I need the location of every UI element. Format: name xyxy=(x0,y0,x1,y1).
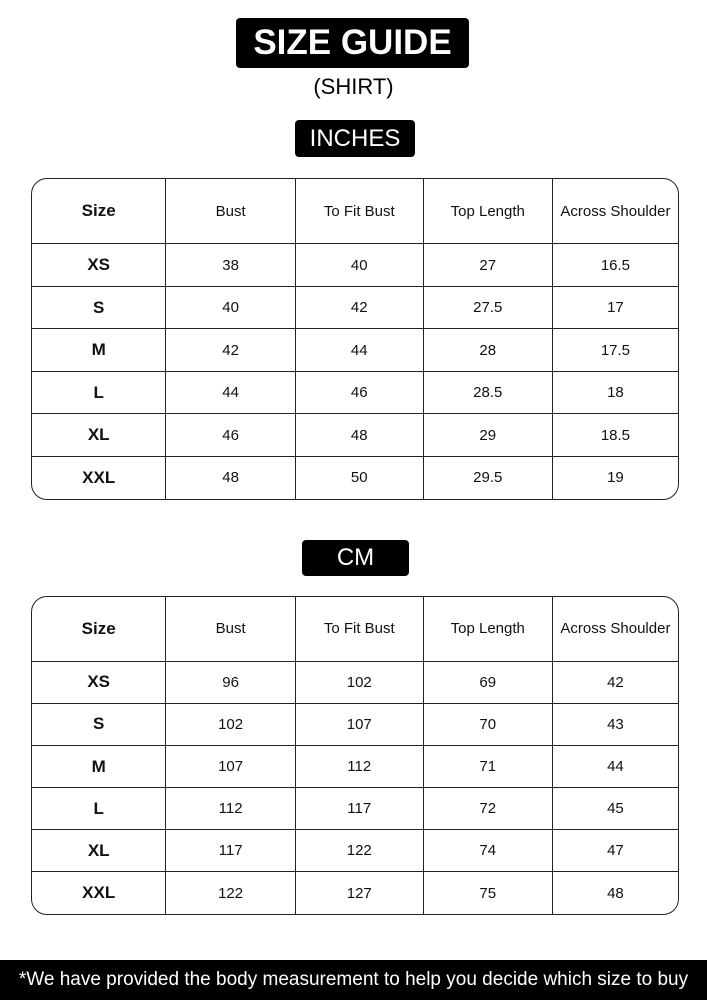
cell: XL xyxy=(32,413,167,457)
column-header: Bust xyxy=(165,179,296,245)
column-header: To Fit Bust xyxy=(294,597,424,662)
cell: 107 xyxy=(165,744,296,789)
row: XS 38 40 27 16.5 xyxy=(32,243,678,287)
cell: S xyxy=(32,702,167,746)
cell: 102 xyxy=(165,702,296,746)
cell: 48 xyxy=(294,413,424,457)
cell: M xyxy=(32,744,167,789)
size-table: Size Bust To Fit Bust Top Length Across Shou… xyxy=(31,178,679,500)
cell: L xyxy=(32,787,167,831)
cell: 96 xyxy=(165,660,296,704)
cell: 122 xyxy=(294,829,424,873)
cell: 42 xyxy=(294,285,424,330)
column-header: To Fit Bust xyxy=(294,179,424,245)
cell: 40 xyxy=(294,243,424,287)
row: XS 96 102 69 42 xyxy=(32,660,678,704)
subtitle: (SHIRT) xyxy=(313,74,394,99)
cell: 48 xyxy=(551,871,678,914)
cell: 18 xyxy=(551,370,678,415)
cell: 43 xyxy=(551,702,678,746)
cell: 45 xyxy=(551,787,678,831)
cell: 112 xyxy=(294,744,424,789)
cell: 47 xyxy=(551,829,678,873)
cell: 69 xyxy=(422,660,553,704)
table: Size Bust To Fit Bust Top Length Across Shou… xyxy=(32,179,678,499)
column-header: Size xyxy=(32,597,167,662)
cell: 44 xyxy=(165,370,296,415)
cell: XXL xyxy=(32,871,167,914)
row: M 107 112 71 44 xyxy=(32,744,678,789)
cell: 48 xyxy=(165,455,296,499)
cell: 74 xyxy=(422,829,553,873)
unit-label: INCHES xyxy=(295,120,415,157)
cell: 75 xyxy=(422,871,553,914)
cell: 19 xyxy=(551,455,678,499)
cell: 44 xyxy=(551,744,678,789)
row: L 112 117 72 45 xyxy=(32,787,678,831)
cell: 28 xyxy=(422,328,553,372)
cell: 29.5 xyxy=(422,455,553,499)
column-header: Across Shoulder xyxy=(551,597,678,662)
cell: 29 xyxy=(422,413,553,457)
cell: 70 xyxy=(422,702,553,746)
row: S 102 107 70 43 xyxy=(32,702,678,746)
cell: 112 xyxy=(165,787,296,831)
column-header: Top Length xyxy=(422,179,553,245)
title: SIZE GUIDE xyxy=(236,18,469,68)
cell: 42 xyxy=(551,660,678,704)
cell: XXL xyxy=(32,455,167,499)
cell: 127 xyxy=(294,871,424,914)
cell: 107 xyxy=(294,702,424,746)
row: XXL 48 50 29.5 19 xyxy=(32,455,678,499)
cell: 16.5 xyxy=(551,243,678,287)
column-header: Top Length xyxy=(422,597,553,662)
cell: 71 xyxy=(422,744,553,789)
row: M 42 44 28 17.5 xyxy=(32,328,678,372)
cell: 27.5 xyxy=(422,285,553,330)
cell: 102 xyxy=(294,660,424,704)
row: L 44 46 28.5 18 xyxy=(32,370,678,415)
cell: 46 xyxy=(165,413,296,457)
cell: 72 xyxy=(422,787,553,831)
cell: M xyxy=(32,328,167,372)
column-header: Bust xyxy=(165,597,296,662)
header-row: Size Bust To Fit Bust Top Length Across Shou… xyxy=(32,597,678,662)
cell: 44 xyxy=(294,328,424,372)
column-header: Size xyxy=(32,179,167,245)
cell: 38 xyxy=(165,243,296,287)
size-table: Size Bust To Fit Bust Top Length Across Shou… xyxy=(31,596,679,915)
cell: 17 xyxy=(551,285,678,330)
cell: 122 xyxy=(165,871,296,914)
row: XXL 122 127 75 48 xyxy=(32,871,678,914)
cell: XS xyxy=(32,243,167,287)
cell: 28.5 xyxy=(422,370,553,415)
cell: XL xyxy=(32,829,167,873)
cell: 46 xyxy=(294,370,424,415)
row: XL 117 122 74 47 xyxy=(32,829,678,873)
row: XL 46 48 29 18.5 xyxy=(32,413,678,457)
cell: 18.5 xyxy=(551,413,678,457)
cell: L xyxy=(32,370,167,415)
cell: 50 xyxy=(294,455,424,499)
cell: 117 xyxy=(165,829,296,873)
cell: 27 xyxy=(422,243,553,287)
row: S 40 42 27.5 17 xyxy=(32,285,678,330)
cell: 40 xyxy=(165,285,296,330)
cell: 117 xyxy=(294,787,424,831)
unit-label: CM xyxy=(302,540,409,576)
header-row: Size Bust To Fit Bust Top Length Across Shou… xyxy=(32,179,678,245)
cell: 42 xyxy=(165,328,296,372)
column-header: Across Shoulder xyxy=(551,179,678,245)
table: Size Bust To Fit Bust Top Length Across Shou… xyxy=(32,597,678,914)
cell: XS xyxy=(32,660,167,704)
footer-note: *We have provided the body measurement t… xyxy=(0,960,707,1000)
cell: 17.5 xyxy=(551,328,678,372)
cell: S xyxy=(32,285,167,330)
